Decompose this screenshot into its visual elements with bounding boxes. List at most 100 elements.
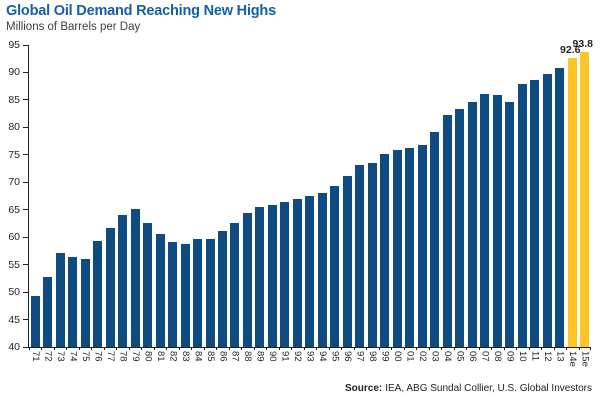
x-axis-tick [78, 347, 80, 350]
x-label-cell: 95 [329, 351, 341, 375]
bar-cell [429, 45, 441, 347]
bar-07 [480, 93, 490, 347]
x-axis-tick [116, 347, 118, 350]
bar-cell [179, 45, 191, 347]
bar-cell [329, 45, 341, 347]
bar-cell [528, 45, 540, 347]
x-axis-tick [53, 347, 55, 350]
y-axis-tick [23, 264, 28, 266]
bar-cell [541, 45, 553, 347]
bar-81 [155, 233, 165, 347]
x-label-cell: 14e [566, 351, 578, 375]
x-axis-label: 03 [429, 351, 441, 362]
bar-11 [530, 80, 540, 347]
bar-90 [267, 204, 277, 347]
x-axis-label: 15e [579, 351, 591, 367]
bar-cell [441, 45, 453, 347]
x-label-cell: 73 [54, 351, 66, 375]
bar-82 [168, 241, 178, 347]
x-axis-tick [503, 347, 505, 350]
bar-cell [41, 45, 53, 347]
bar-cell [453, 45, 465, 347]
x-label-cell: 88 [241, 351, 253, 375]
x-axis-tick [253, 347, 255, 350]
x-axis-label: 97 [354, 351, 366, 362]
x-label-cell: 90 [266, 351, 278, 375]
y-axis-label: 55 [8, 258, 20, 271]
x-axis-label: 05 [454, 351, 466, 362]
bar-cell [241, 45, 253, 347]
bar-89 [255, 206, 265, 347]
x-label-cell: 11 [528, 351, 540, 375]
x-label-cell: 02 [416, 351, 428, 375]
x-label-cell: 75 [79, 351, 91, 375]
x-label-cell: 01 [404, 351, 416, 375]
x-axis-label: 92 [292, 351, 304, 362]
bar-cell [141, 45, 153, 347]
bar-95 [330, 185, 340, 347]
x-axis-tick [341, 347, 343, 350]
x-label-cell: 89 [254, 351, 266, 375]
x-axis-label: 73 [54, 351, 66, 362]
x-axis-label: 82 [167, 351, 179, 362]
bar-09 [505, 101, 515, 347]
bar-92 [292, 199, 302, 347]
data-label-15e: 93.8 [572, 37, 593, 50]
y-axis-label: 45 [8, 313, 20, 326]
x-label-cell: 80 [141, 351, 153, 375]
x-label-cell: 74 [66, 351, 78, 375]
chart-title: Global Oil Demand Reaching New Highs [6, 3, 276, 19]
bar-96 [342, 175, 352, 347]
bar-98 [367, 163, 377, 347]
bar-cell [466, 45, 478, 347]
bar-cell [216, 45, 228, 347]
bar-cell [116, 45, 128, 347]
bar-14e [567, 58, 577, 347]
bar-12 [542, 73, 552, 347]
x-label-cell: 86 [216, 351, 228, 375]
x-axis-label: 06 [466, 351, 478, 362]
source-label: Source: [345, 383, 383, 394]
x-label-cell: 79 [129, 351, 141, 375]
x-axis-label: 13 [554, 351, 566, 362]
bar-cell [316, 45, 328, 347]
x-axis-tick [29, 347, 30, 350]
bar-cell [553, 45, 565, 347]
x-axis-tick [528, 347, 530, 350]
x-label-cell: 93 [304, 351, 316, 375]
x-axis-label: 79 [129, 351, 141, 362]
x-label-cell: 72 [41, 351, 53, 375]
x-axis-label: 04 [441, 351, 453, 362]
y-axis-tick [23, 99, 28, 101]
x-axis-label: 89 [254, 351, 266, 362]
bar-00 [392, 149, 402, 347]
x-axis-tick [66, 347, 68, 350]
x-axis-label: 72 [42, 351, 54, 362]
x-axis-label: 75 [79, 351, 91, 362]
x-axis-tick [153, 347, 155, 350]
bar-97 [355, 164, 365, 347]
x-label-cell: 04 [441, 351, 453, 375]
x-axis-label: 98 [367, 351, 379, 362]
y-axis-label: 50 [8, 286, 20, 299]
x-label-cell: 71 [29, 351, 41, 375]
bar-76 [93, 241, 103, 347]
bar-cell [391, 45, 403, 347]
x-label-cell: 06 [466, 351, 478, 375]
x-label-cell: 84 [191, 351, 203, 375]
bar-02 [417, 145, 427, 347]
x-axis-tick [166, 347, 168, 350]
x-label-cell: 12 [541, 351, 553, 375]
bar-71 [30, 296, 40, 347]
x-axis-tick [191, 347, 193, 350]
y-axis-tick [23, 236, 28, 238]
chart-subtitle: Millions of Barrels per Day [6, 21, 141, 33]
x-axis-tick [516, 347, 518, 350]
bar-72 [43, 276, 53, 347]
bar-cell [279, 45, 291, 347]
bar-cell [291, 45, 303, 347]
bar-cell [191, 45, 203, 347]
bar-cell [154, 45, 166, 347]
x-axis-label: 01 [404, 351, 416, 362]
x-axis-tick [291, 347, 293, 350]
